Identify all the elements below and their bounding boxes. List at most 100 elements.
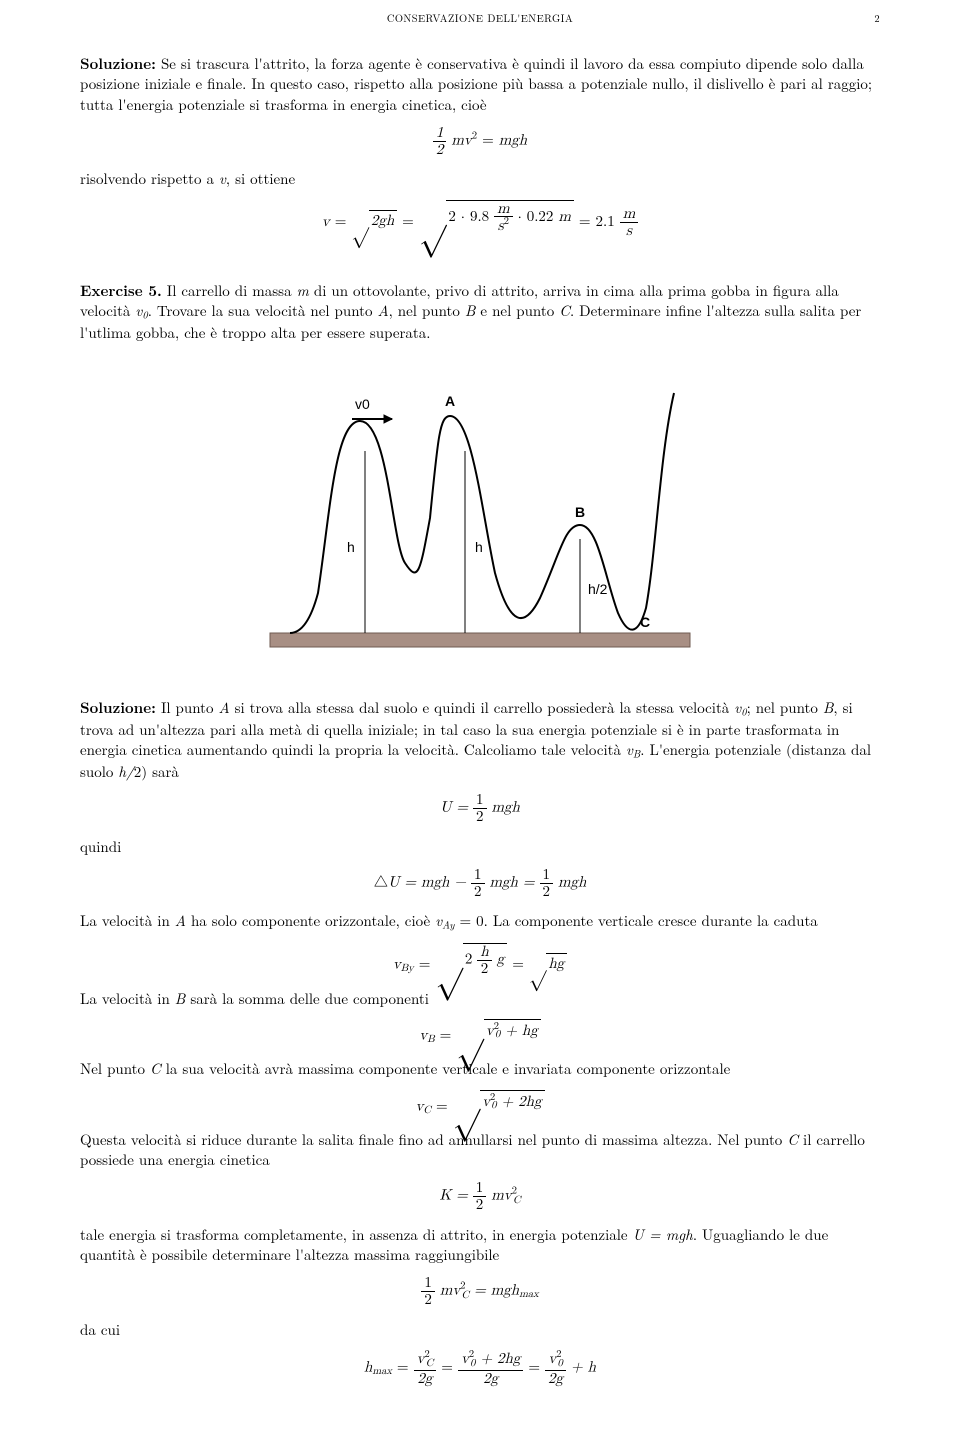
sol1-p2-pre: risolvendo rispetto a — [80, 168, 219, 189]
eqF-t2p: + 2hg — [475, 1351, 520, 1366]
s2-p1f: ) sarà — [141, 761, 179, 782]
eq-vBy: vBy = √ 2 h2 g = √hg — [80, 943, 880, 977]
eq1-num: 1 — [433, 125, 447, 142]
s2-p1a: Il punto — [161, 697, 219, 718]
ex5-A: A — [377, 300, 388, 321]
s2-p3B: B — [175, 988, 186, 1009]
eq-hmax: hmax = v2C 2g = v20 + 2hg 2g = v20 2g + … — [80, 1350, 880, 1386]
s2-B: B — [823, 697, 834, 718]
eq2-mu: m — [494, 201, 513, 218]
s2-p2: La velocità in A ha solo componente oriz… — [80, 911, 880, 933]
eqDU-n: 1 — [471, 867, 485, 884]
eq2-un: m — [558, 209, 571, 224]
eqF-t2v: v — [461, 1351, 469, 1366]
eq1-rhs: mgh — [499, 132, 527, 147]
eq-U: U = 12 mgh — [80, 792, 880, 825]
ground-bar — [270, 633, 690, 647]
eq2-2gh: 2gh — [369, 210, 397, 231]
eqvBy-hg: hg — [546, 953, 567, 974]
s2-A: A — [218, 697, 229, 718]
eqK-l: K = — [439, 1188, 472, 1203]
eqF-eq3: = — [528, 1359, 545, 1374]
eqF-t3d: 2g — [545, 1371, 566, 1387]
sol1-p2-v: v — [219, 168, 226, 189]
eq1-den: 2 — [433, 142, 447, 158]
eqvBy-hn: h — [477, 944, 491, 961]
eq2-ms-s: s — [620, 223, 639, 239]
eqvBy-hd: 2 — [477, 961, 491, 977]
eqDU-mid: mgh = — [490, 874, 540, 889]
s2-p3b: sarà la somma delle due componenti — [185, 988, 429, 1009]
eq-v-value: v = √2gh = √ 2 · 9.8 ms2 · 0.22 m = 2.1 … — [80, 200, 880, 239]
s2-p5: Questa velocità si riduce durante la sal… — [80, 1130, 880, 1171]
ex5-t5: e nel punto — [475, 300, 559, 321]
eq-kinetic-potential: 12 mv2 = mgh — [80, 125, 880, 158]
eqK-n: 1 — [473, 1180, 487, 1197]
s2-vB: v — [626, 739, 633, 760]
eqU-lhs: U = — [440, 800, 468, 815]
s2-p4: Nel punto C la sua velocità avrà massima… — [80, 1059, 880, 1079]
eq-K: K = 12 mv2C — [80, 1180, 880, 1213]
eqK-m: m — [491, 1188, 504, 1203]
eqvBy-eq2: = — [512, 957, 529, 972]
s2-p1c: ; nel punto — [747, 697, 823, 718]
s2-p1b: si trova alla stessa dal suolo e quindi … — [230, 697, 735, 718]
label-h-2: h — [475, 539, 483, 555]
rollercoaster-figure: v0 A B C h h h/2 — [80, 361, 880, 676]
sol1-p1: Se si trascura l'attrito, la forza agent… — [80, 53, 872, 115]
eqU-d: 2 — [473, 809, 487, 825]
solution-1: Soluzione: Se si trascura l'attrito, la … — [80, 54, 880, 115]
eq2-eq: = — [335, 214, 352, 229]
eqvC-hg: + 2hg — [502, 1093, 542, 1108]
eqK-v: v — [504, 1188, 512, 1203]
eq-vB: vB = √ v20 + hg — [80, 1019, 880, 1047]
eqK-vs: C — [513, 1196, 521, 1206]
eqDU-end: mgh — [558, 874, 586, 889]
ex5-t3: . Trovare la sua velocità nel punto — [148, 300, 378, 321]
solution-2-label: Soluzione: — [80, 697, 156, 718]
eqDU-d: 2 — [471, 884, 485, 900]
eqHm-m: m — [440, 1283, 453, 1298]
s2-h2a: h/ — [118, 761, 133, 782]
eqvBy-s: By — [401, 964, 414, 974]
s2-p2a: La velocità in — [80, 910, 175, 931]
page-number: 2 — [874, 12, 880, 26]
eqF-t3v: v — [548, 1351, 556, 1366]
eqU-n: 1 — [473, 792, 487, 809]
eqHm-n: 1 — [421, 1275, 435, 1292]
page: CONSERVAZIONE DELL'ENERGIA 2 Soluzione: … — [0, 0, 960, 1438]
s2-p6U: U = mgh — [633, 1224, 693, 1245]
s2-p2c: = 0. La componente verticale cresce dura… — [455, 910, 818, 931]
eqF-t1s: C — [426, 1359, 434, 1369]
eqDU-n2: 1 — [540, 867, 554, 884]
ex5-m: m — [297, 280, 309, 301]
solution-1-label: Soluzione: — [80, 53, 156, 74]
s2-p3: La velocità in B sarà la somma delle due… — [80, 989, 880, 1009]
eq-deltaU: △U = mgh − 12 mgh = 12 mgh — [80, 867, 880, 900]
eqDU-d2: 2 — [540, 884, 554, 900]
label-B: B — [575, 504, 585, 520]
s2-p2A: A — [175, 910, 186, 931]
eqF-eq2: = — [441, 1359, 458, 1374]
eqvC-v0: v — [482, 1093, 490, 1108]
eqF-t3s: 0 — [557, 1359, 562, 1369]
eqK-d: 2 — [473, 1197, 487, 1213]
eqvBy-2: 2 — [465, 952, 473, 967]
ex5-t1: Il carrello di massa — [167, 280, 297, 301]
eq2-res: = 2.1 — [579, 214, 615, 229]
s2-p4C: C — [150, 1058, 161, 1079]
eqHm-d: 2 — [421, 1292, 435, 1308]
s2-p3a: La velocità in — [80, 988, 175, 1009]
eqHm-vs: C — [462, 1291, 470, 1301]
eqF-eq: = — [397, 1359, 414, 1374]
s2-p2b: ha solo componente orizzontale, cioè — [186, 910, 435, 931]
ex5-t4: , nel punto — [389, 300, 465, 321]
eqvC-eq: = — [436, 1098, 453, 1113]
eqF-t1d: 2g — [414, 1371, 437, 1387]
: da cui — [80, 1320, 880, 1340]
eq2-n1: 2 · 9.8 — [448, 209, 489, 224]
solution-2: Soluzione: Il punto A si trova alla stes… — [80, 698, 880, 782]
eqvB-eq: = — [440, 1028, 457, 1043]
label-A: A — [445, 393, 455, 409]
ex5-B: B — [465, 300, 476, 321]
